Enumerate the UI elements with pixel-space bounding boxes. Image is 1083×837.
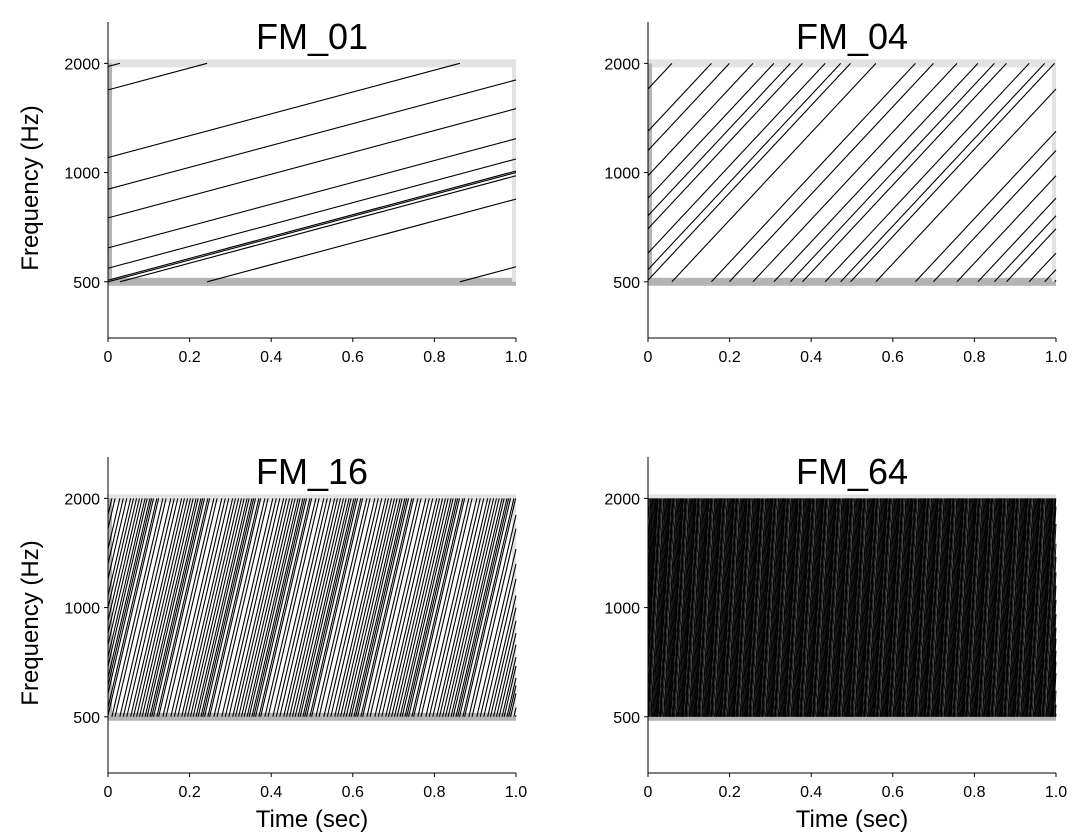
sweep-8-segment-1 <box>108 173 516 282</box>
sweep-6-segment-2 <box>841 63 1045 281</box>
sweep-5-segment-1 <box>108 109 516 218</box>
chart-title: FM_04 <box>796 16 908 57</box>
low-frequency-band <box>108 278 516 286</box>
x-tick-label: 0.4 <box>800 349 822 366</box>
sweep-lines <box>108 498 516 716</box>
sweep-7-segment-1 <box>648 63 851 280</box>
sweep-1-segment-3 <box>876 89 1056 282</box>
chart-panel-1: 500 1000 2000 0 0.2 0.4 0.6 0.8 1.0 FM_01 Frequenc… <box>17 16 527 366</box>
y-tick-label: 1000 <box>64 166 100 183</box>
sweep-5-segment-1 <box>108 498 139 633</box>
chart-panel-2: 500 1000 2000 0 0.2 0.4 0.6 0.8 1.0 FM_04 <box>604 16 1067 366</box>
sweep-1-segment-2 <box>672 63 876 281</box>
sweep-3-segment-2 <box>774 63 978 281</box>
x-tick-label: 0.2 <box>178 349 200 366</box>
x-tick-label: 0.4 <box>260 349 282 366</box>
sweep-7-segment-1 <box>108 498 150 678</box>
sweep-4-segment-1 <box>108 80 516 189</box>
y-tick-label: 2000 <box>64 56 100 73</box>
y-tick-label: 2000 <box>64 491 100 508</box>
x-tick-label: 0.8 <box>423 349 445 366</box>
x-tick-label: 0.2 <box>718 349 740 366</box>
x-tick-label: 0.2 <box>178 784 200 801</box>
sweep-5-segment-2 <box>825 63 1029 281</box>
x-tick-label: 0.6 <box>882 349 904 366</box>
x-tick-label: 1.0 <box>505 784 527 801</box>
sweep-7-segment-2 <box>851 63 1055 281</box>
sweep-2-segment-3 <box>933 151 1056 282</box>
sweep-7-segment-4 <box>252 498 303 716</box>
y-tick-label: 500 <box>73 275 100 292</box>
sweep-8-segment-1 <box>648 63 711 131</box>
sweep-2-segment-2 <box>207 199 516 282</box>
sweep-5-segment-1 <box>648 63 825 253</box>
sweep-12-segment-9 <box>480 564 516 717</box>
x-tick-label: 0.8 <box>963 349 985 366</box>
sweep-3-segment-1 <box>108 63 460 157</box>
sweep-7-segment-5 <box>303 498 354 716</box>
y-tick-label: 1000 <box>64 601 100 618</box>
high-frequency-band <box>108 59 516 67</box>
x-tick-label: 0.8 <box>423 784 445 801</box>
x-tick-label: 0.6 <box>882 784 904 801</box>
x-tick-label: 0.6 <box>342 349 364 366</box>
sweep-9-segment-2 <box>753 63 957 281</box>
sweep-5-segment-3 <box>1029 253 1056 282</box>
y-axis-label: Frequency (Hz) <box>17 105 44 270</box>
x-tick-label: 0.8 <box>963 784 985 801</box>
sweep-8-segment-3 <box>915 131 1056 282</box>
chart-title: FM_01 <box>256 16 368 57</box>
x-tick-label: 0.2 <box>718 784 740 801</box>
x-axis-label: Time (sec) <box>796 806 908 832</box>
range-bracket-right <box>1052 63 1056 281</box>
x-tick-label: 1.0 <box>1045 349 1067 366</box>
y-tick-label: 500 <box>613 275 640 292</box>
x-tick-label: 1.0 <box>505 349 527 366</box>
x-tick-label: 0 <box>644 784 653 801</box>
chart-title: FM_16 <box>256 451 368 492</box>
sweep-7-segment-8 <box>456 498 507 716</box>
x-axis-label: Time (sec) <box>256 806 368 832</box>
x-tick-label: 1.0 <box>1045 784 1067 801</box>
sweep-8-segment-1 <box>108 498 154 693</box>
sweep-4-segment-1 <box>648 63 802 228</box>
sweep-7-segment-1 <box>108 159 516 268</box>
sweep-7-segment-6 <box>354 498 405 716</box>
x-tick-label: 0.4 <box>800 784 822 801</box>
sweep-7-segment-3 <box>201 498 252 716</box>
sweep-13-segment-9 <box>488 595 516 716</box>
chart-panel-4: 500 1000 2000 0 0.2 0.4 0.6 0.8 1.0 FM_64 Time (se… <box>604 451 1067 832</box>
sweep-lines <box>108 63 516 281</box>
y-tick-label: 500 <box>73 710 100 727</box>
sweep-lines <box>648 63 1056 281</box>
sweep-3-segment-3 <box>978 198 1056 282</box>
chart-panel-3: 500 1000 2000 0 0.2 0.4 0.6 0.8 1.0 FM_16 Frequenc… <box>17 451 527 832</box>
sweep-4-segment-3 <box>1006 229 1056 282</box>
y-tick-label: 2000 <box>604 491 640 508</box>
x-tick-label: 0 <box>644 349 653 366</box>
sweep-10-segment-3 <box>994 216 1056 282</box>
x-tick-label: 0.6 <box>342 784 364 801</box>
range-bracket-left <box>108 63 112 281</box>
sweep-7-segment-2 <box>150 498 201 716</box>
sweep-9-segment-3 <box>957 176 1056 282</box>
y-tick-label: 2000 <box>604 56 640 73</box>
x-tick-label: 0 <box>104 349 113 366</box>
x-tick-label: 0.4 <box>260 784 282 801</box>
sweep-8-segment-2 <box>711 63 915 281</box>
sweep-4-segment-2 <box>802 63 1006 281</box>
x-tick-label: 0 <box>104 784 113 801</box>
chart-title: FM_64 <box>796 451 908 492</box>
y-tick-label: 1000 <box>604 166 640 183</box>
y-axis-label: Frequency (Hz) <box>17 540 44 705</box>
sweep-lines <box>648 498 1056 716</box>
sweep-6-segment-1 <box>108 139 516 248</box>
y-tick-label: 1000 <box>604 601 640 618</box>
y-tick-label: 500 <box>613 710 640 727</box>
sweep-7-segment-7 <box>405 498 456 716</box>
sweep-9-segment-1 <box>108 171 516 280</box>
